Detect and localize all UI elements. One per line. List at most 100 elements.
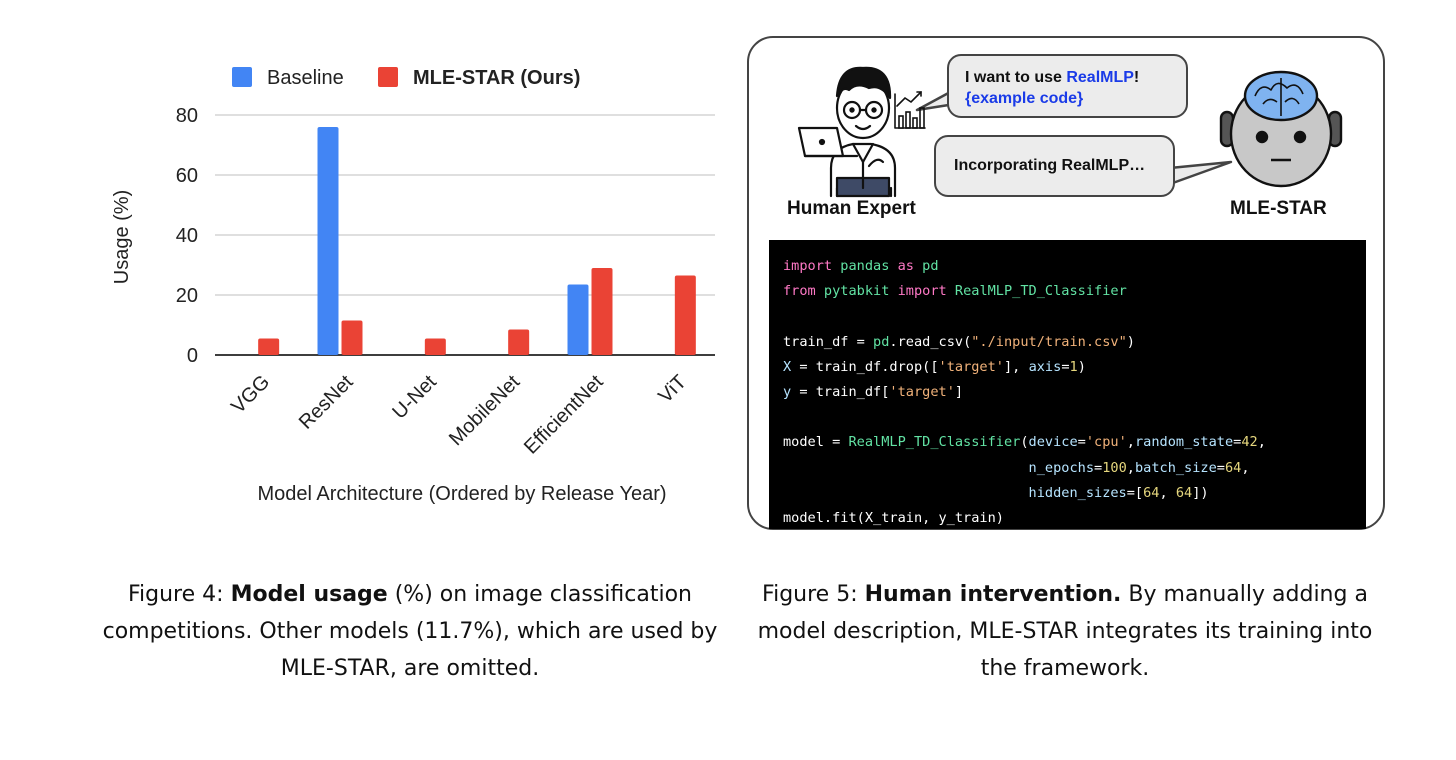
code-token: = train_df[ [791,383,890,400]
x-tick-label: ResNet [295,371,358,434]
human-intervention-panel: I want to use RealMLP! {example code} Inc… [747,36,1385,530]
code-token: hidden_sizes [1028,484,1127,501]
code-token: batch_size [1134,459,1217,476]
bar-vgg-mle-star [258,338,280,355]
bar-vit-mle-star [674,275,696,355]
agent-bubble-tail [1168,160,1233,186]
scene-illustration [797,66,1343,198]
code-token: 'cpu' [1085,434,1127,451]
code-token: 'target' [889,383,955,400]
code-token: y [783,383,792,400]
bar-resnet-baseline [317,127,339,355]
code-token: import [897,283,947,300]
growth-chart-icon [894,91,926,129]
legend-label: MLE-STAR (Ours) [413,67,580,89]
code-token: device [1028,434,1078,451]
mle-star-label: MLE-STAR [1230,198,1327,219]
code-token: X [783,358,792,375]
code-token: = [1094,459,1103,476]
code-token: 42 [1241,434,1258,451]
code-token: axis [1028,358,1062,375]
x-tick-label: ViT [654,371,691,408]
code-token: , [1126,459,1135,476]
caption-label: Figure 4: [127,582,224,607]
code-token: model = [783,434,849,451]
human-speech-bubble: I want to use RealMLP! {example code} [947,54,1188,118]
bar-mobilenet-mle-star [508,329,530,355]
y-tick-labels: 0 20 40 60 80 [176,105,198,367]
human-expert-label: Human Expert [787,198,916,219]
bar-efficientnet-mle-star [591,268,613,355]
caption-bold: Human intervention. [864,582,1122,607]
code-line: import pandas as pd [783,254,1352,279]
code-token: = [1077,434,1086,451]
agent-speech-bubble: Incorporating RealMLP… [934,135,1175,197]
code-token: 'target' [938,358,1004,375]
x-tick-label: VGG [227,371,274,418]
code-token: from [783,283,816,300]
y-tick-label: 80 [176,105,198,127]
code-token: = [1061,358,1070,375]
code-token: 64 [1143,484,1160,501]
code-token: ]) [1192,484,1209,501]
code-token [783,485,1029,501]
code-token: , [1257,434,1266,451]
code-token: pd [913,258,939,274]
code-token: ] [954,383,964,400]
code-line: train_df = pd.read_csv("./input/train.cs… [783,330,1352,355]
caption-text: By manually adding a model description, … [757,582,1373,681]
x-axis-label: Model Architecture (Ordered by Release Y… [257,483,666,505]
code-token: ) [1077,358,1086,375]
y-tick-label: 0 [187,345,198,367]
caption-text: (%) on image classification competitions… [102,582,718,681]
caption-bold: Model usage [230,582,388,607]
code-token: ( [1020,434,1029,451]
legend: Baseline MLE-STAR (Ours) [232,67,580,89]
grid-lines [215,114,715,356]
code-block: import pandas as pd from pytabkit import … [769,240,1366,529]
bar-efficientnet-baseline [567,284,589,355]
legend-label: Baseline [267,67,344,89]
bar-resnet-mle-star [341,320,363,355]
code-line: from pytabkit import RealMLP_TD_Classifi… [783,279,1352,304]
code-token: , [1159,484,1176,501]
code-token: pandas [832,258,898,274]
y-tick-label: 60 [176,165,198,187]
code-token: , [1241,459,1250,476]
bar-u-net-mle-star [424,338,446,355]
robot-icon [1219,70,1343,188]
code-token: 1 [1069,358,1078,375]
code-token: "./input/train.csv" [971,333,1127,350]
code-token: = [1233,434,1242,451]
code-token [783,460,1029,476]
code-token: 100 [1102,459,1127,476]
code-token: train_df = [783,333,874,350]
code-token: = [1216,459,1225,476]
legend-swatch [378,67,398,87]
code-token: RealMLP_TD_Classifier [848,434,1021,451]
code-token: 64 [1175,484,1193,501]
human-speech-text: I want to use [965,69,1067,86]
code-token: 64 [1224,459,1242,476]
code-line: X = train_df.drop(['target'], axis=1) [783,355,1352,380]
realmlp-highlight: RealMLP [1066,69,1134,86]
x-tick-label: U-Net [388,371,441,424]
code-token: import [783,258,833,274]
x-tick-label: MobileNet [445,371,525,451]
code-token: pd [873,333,890,350]
bars [258,127,696,355]
y-tick-label: 20 [176,285,198,307]
code-line: model = RealMLP_TD_Classifier(device='cp… [783,430,1352,455]
human-expert-icon [797,66,897,198]
y-tick-label: 40 [176,225,198,247]
code-line: n_epochs=100,batch_size=64, [783,456,1352,481]
y-axis-label: Usage (%) [111,190,133,284]
code-token: = train_df.drop([ [791,358,939,375]
code-token: as [897,258,914,274]
code-token: , [1126,434,1135,451]
code-line: hidden_sizes=[64, 64]) [783,481,1352,506]
human-speech-suffix: ! [1133,69,1140,86]
code-line: y = train_df['target'] [783,380,1352,405]
usage-bar-chart: 0 20 40 60 80 VGG ResNet U-Net MobileNetEfficie… [111,67,715,505]
